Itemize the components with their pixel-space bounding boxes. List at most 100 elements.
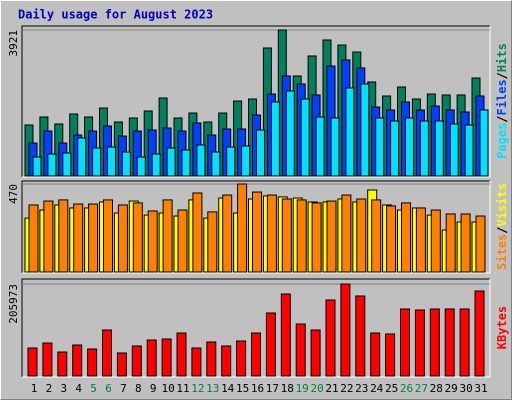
- x-tick-label: 31: [474, 382, 487, 395]
- legend-separator: /: [495, 227, 509, 234]
- legend-separator: /: [495, 72, 509, 79]
- bar: [88, 203, 99, 273]
- x-tick-label: 3: [60, 382, 67, 395]
- plot-border-light: [22, 279, 491, 378]
- x-tick-label: 2: [46, 382, 53, 395]
- bar: [326, 200, 337, 273]
- x-tick-label: 11: [176, 382, 189, 395]
- bar: [117, 204, 128, 273]
- bar: [136, 156, 146, 177]
- bar: [27, 347, 38, 377]
- bar: [419, 120, 429, 177]
- bar: [356, 198, 367, 273]
- bar: [445, 213, 456, 273]
- bar: [405, 117, 414, 177]
- bar: [474, 290, 485, 377]
- x-tick-label: 7: [120, 382, 127, 395]
- y-tick-label: 205973: [7, 284, 20, 324]
- bar: [62, 152, 72, 177]
- bar: [32, 156, 42, 177]
- bar: [177, 209, 188, 273]
- y-tick-label: 3921: [7, 30, 20, 57]
- x-tick-label: 29: [445, 382, 458, 395]
- legend-entry: Files: [495, 79, 509, 115]
- bar: [43, 200, 54, 273]
- bar: [181, 149, 191, 177]
- bar: [285, 90, 295, 177]
- bar: [430, 209, 441, 273]
- bar: [107, 146, 116, 177]
- x-tick-label: 8: [135, 382, 142, 395]
- legend: Pages/Files/Hits: [495, 43, 509, 159]
- bar: [310, 329, 321, 377]
- x-tick-label: 5: [90, 382, 97, 395]
- x-tick-label: 10: [161, 382, 174, 395]
- bar: [401, 202, 411, 273]
- bar: [92, 147, 102, 177]
- bar: [77, 137, 87, 177]
- x-tick-label: 16: [251, 382, 264, 395]
- bar: [87, 348, 98, 377]
- bar: [281, 198, 292, 273]
- plot-border-dark: [21, 180, 490, 273]
- bar: [325, 299, 336, 377]
- bar: [330, 117, 340, 177]
- bar: [121, 151, 131, 177]
- bar: [449, 123, 459, 177]
- bar: [196, 144, 206, 177]
- x-tick-label: 22: [340, 382, 353, 395]
- bar: [162, 199, 173, 273]
- legend-entry: Pages: [495, 123, 509, 159]
- plot-border-light: [22, 181, 491, 274]
- bar: [221, 345, 232, 377]
- bar: [241, 145, 251, 177]
- bar: [300, 98, 310, 177]
- bar: [176, 332, 187, 377]
- legend-separator: /: [495, 115, 509, 122]
- x-tick-label: 9: [150, 382, 157, 395]
- bar: [280, 293, 291, 377]
- plot-border-dark: [21, 25, 490, 177]
- x-tick-label: 26: [400, 382, 413, 395]
- bar: [370, 332, 381, 377]
- bar: [192, 192, 203, 273]
- bar: [340, 283, 351, 377]
- bar: [42, 342, 53, 377]
- bar: [266, 194, 277, 273]
- bar: [166, 147, 176, 177]
- x-tick-label: 17: [266, 382, 279, 395]
- x-tick-label: 20: [310, 382, 323, 395]
- bar: [252, 191, 262, 273]
- bar: [103, 199, 113, 273]
- bar: [385, 333, 396, 377]
- legend: Sites/Visits: [495, 183, 509, 270]
- bar: [102, 329, 112, 377]
- bar: [147, 210, 158, 273]
- bar: [237, 183, 248, 273]
- bar: [341, 194, 352, 273]
- legend-entry: Sites: [495, 234, 509, 270]
- x-tick-label: 13: [206, 382, 219, 395]
- bar: [459, 308, 470, 377]
- x-tick-label: 28: [430, 382, 443, 395]
- chart-title: Daily usage for August 2023: [18, 8, 213, 22]
- x-tick-label: 14: [221, 382, 235, 395]
- plot-border-light: [22, 26, 491, 178]
- legend-entry: KBytes: [495, 306, 509, 349]
- bar: [464, 124, 474, 177]
- legend-entry: Hits: [495, 43, 509, 72]
- bar: [146, 339, 157, 377]
- bar: [434, 120, 444, 177]
- x-tick-label: 12: [191, 382, 204, 395]
- bar: [345, 87, 355, 177]
- bar: [400, 308, 410, 377]
- x-tick-label: 19: [296, 382, 309, 395]
- bar: [295, 323, 306, 377]
- bar: [226, 146, 236, 177]
- legend-entry: Visits: [495, 183, 509, 226]
- bar: [371, 199, 382, 273]
- bar: [375, 117, 385, 177]
- x-tick-label: 4: [75, 382, 82, 395]
- bar: [28, 204, 39, 273]
